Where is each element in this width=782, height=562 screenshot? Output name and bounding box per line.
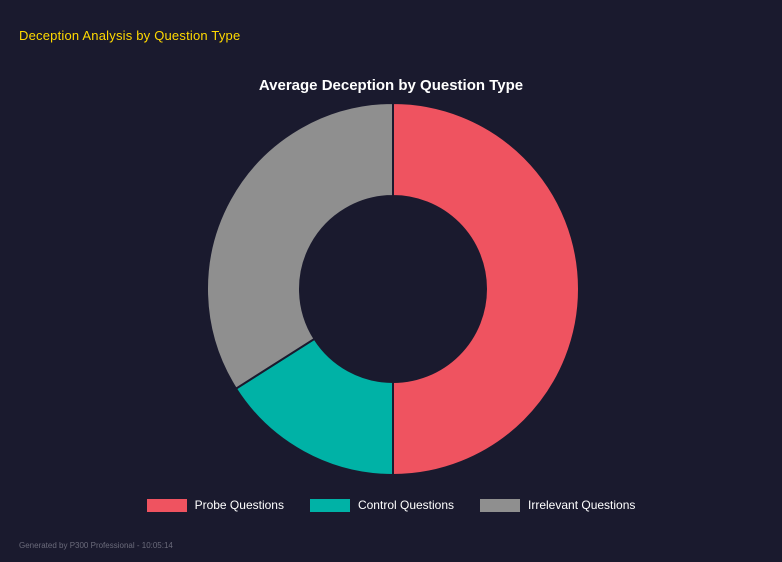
legend-item-2[interactable]: Irrelevant Questions (480, 498, 635, 512)
legend-swatch-icon (146, 498, 187, 512)
legend-swatch-icon (309, 498, 350, 512)
donut-segment-1[interactable] (234, 337, 394, 477)
legend-swatch-icon (480, 498, 521, 512)
footer-caption: Generated by P300 Professional - 10:05:1… (19, 541, 173, 550)
chart-title: Average Deception by Question Type (258, 77, 524, 94)
donut-segment-2[interactable] (206, 101, 394, 391)
chart-legend: Probe Questions Control Questions Irreleva… (0, 498, 782, 512)
donut-chart (206, 101, 580, 477)
legend-item-1[interactable]: Control Questions (309, 498, 455, 512)
page-title: Deception Analysis by Question Type (19, 28, 241, 43)
legend-label: Probe Questions (194, 498, 284, 512)
legend-item-0[interactable]: Probe Questions (146, 498, 284, 512)
donut-segment-0[interactable] (392, 101, 580, 477)
legend-label: Control Questions (357, 498, 455, 512)
legend-label: Irrelevant Questions (528, 498, 636, 512)
